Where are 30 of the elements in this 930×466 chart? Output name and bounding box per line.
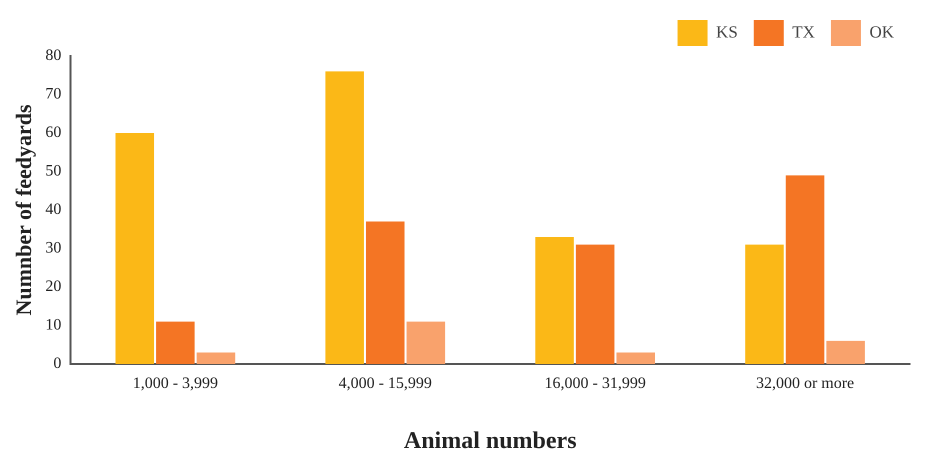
bar: [115, 133, 154, 364]
y-tick-label: 0: [53, 355, 62, 372]
bar: [366, 222, 405, 364]
y-tick-label: 30: [45, 240, 62, 257]
legend-label: KS: [716, 22, 738, 42]
bar: [325, 71, 364, 364]
bar: [826, 340, 865, 364]
bar: [535, 236, 574, 364]
y-tick-label: 80: [45, 47, 62, 64]
bar: [196, 352, 236, 364]
legend-label: OK: [869, 22, 895, 42]
x-tick-label: 32,000 or more: [756, 374, 854, 392]
y-tick-label: 40: [45, 201, 62, 218]
bar: [406, 322, 446, 364]
x-tick-label: 4,000 - 15,999: [338, 374, 432, 392]
y-tick-label: 70: [45, 86, 62, 103]
y-tick-label: 60: [45, 124, 62, 142]
x-tick-label: 1,000 - 3,999: [132, 374, 218, 392]
bar: [745, 244, 784, 364]
y-tick-label: 20: [45, 278, 62, 296]
legend-label: TX: [792, 22, 815, 42]
x-axis-title: Animal numbers: [404, 428, 577, 454]
y-tick-label: 10: [45, 316, 62, 334]
bar: [786, 175, 824, 364]
y-axis-title: Numnber of feedyards: [10, 104, 36, 316]
x-tick-label: 16,000 - 31,999: [544, 374, 646, 392]
bar: [156, 322, 195, 364]
bar: [576, 244, 614, 364]
bar: [616, 352, 656, 364]
y-tick-label: 50: [45, 162, 62, 180]
